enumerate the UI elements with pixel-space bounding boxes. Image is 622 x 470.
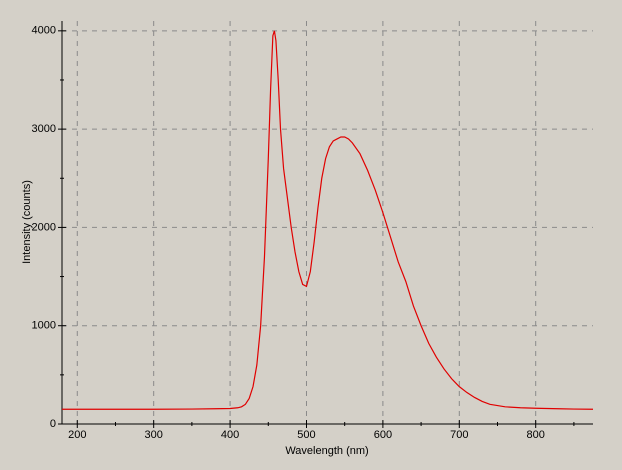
y-axis-label: Intensity (counts): [21, 180, 33, 264]
x-tick-label: 700: [450, 429, 468, 441]
x-tick-label: 400: [221, 429, 239, 441]
y-tick-label: 1000: [32, 320, 56, 332]
x-tick-label: 600: [374, 429, 392, 441]
x-tick-label: 300: [145, 429, 163, 441]
y-tick-label: 4000: [32, 25, 56, 37]
spectrum-line: [62, 30, 594, 410]
x-tick-label: 200: [68, 429, 86, 441]
y-tick-label: 0: [50, 418, 56, 430]
y-tick-label: 2000: [32, 221, 56, 233]
x-tick-label: 500: [297, 429, 315, 441]
x-axis-label: Wavelength (nm): [285, 445, 368, 457]
x-tick-label: 800: [527, 429, 545, 441]
y-tick-label: 3000: [32, 123, 56, 135]
